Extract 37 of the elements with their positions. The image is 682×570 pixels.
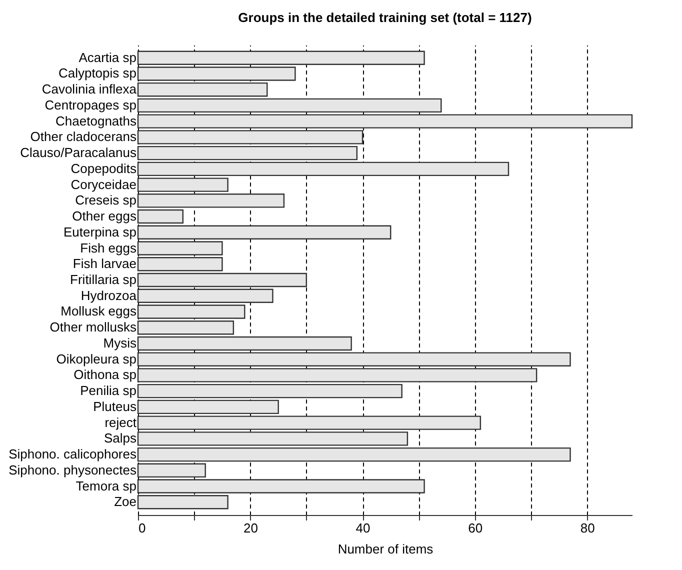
y-tick-label: Cavolinia inflexa	[42, 82, 138, 97]
y-tick-label: Mysis	[103, 335, 137, 350]
y-tick-label: Siphono. physonectes	[8, 462, 137, 478]
y-tick-label: Centropages sp	[44, 97, 136, 112]
x-tick-label: 20	[244, 520, 258, 536]
y-tick-label: Fish eggs	[80, 240, 137, 256]
y-tick-label: Calyptopis sp	[58, 66, 136, 81]
y-tick-label: Fritillaria sp	[70, 272, 136, 287]
y-tick-label: Zoe	[114, 494, 136, 510]
y-tick-label: Coryceidae	[70, 176, 136, 192]
y-tick-label: Salps	[104, 430, 137, 446]
y-tick-label: Clauso/Paracalanus	[20, 145, 137, 160]
y-tick-label: Acartia sp	[78, 50, 136, 65]
y-tick-label: Copepodits	[70, 160, 137, 176]
y-tick-label: Pluteus	[93, 398, 137, 414]
x-tick-label: 60	[468, 520, 483, 536]
y-tick-label: Other mollusks	[50, 320, 137, 335]
y-tick-label: Chaetognaths	[56, 113, 137, 128]
x-tick-label: 80	[580, 520, 595, 536]
y-tick-label: Other cladocerans	[30, 129, 137, 144]
y-tick-label: Other eggs	[72, 208, 137, 224]
chart-title: Groups in the detailed training set (total = 1127)	[238, 10, 532, 25]
y-tick-label: Hydrozoa	[80, 288, 138, 303]
x-tick-label: 0	[138, 520, 146, 536]
y-tick-label: Siphono. calicophores	[8, 446, 137, 462]
x-axis-title: Number of items	[338, 542, 434, 556]
y-tick-label: Penilia sp	[80, 383, 136, 398]
y-tick-label: Fish larvae	[72, 256, 136, 272]
y-tick-label: Creseis sp	[75, 192, 136, 208]
y-tick-label: reject	[104, 414, 137, 430]
y-tick-label: Temora sp	[76, 478, 136, 494]
y-tick-label: Oikopleura sp	[56, 351, 136, 366]
bar	[137, 272, 308, 288]
y-tick-label: Euterpina sp	[64, 224, 136, 240]
y-tick-label: Oithona sp	[74, 367, 136, 382]
y-tick-label: Mollusk eggs	[60, 304, 137, 319]
x-tick-label: 40	[356, 520, 370, 536]
